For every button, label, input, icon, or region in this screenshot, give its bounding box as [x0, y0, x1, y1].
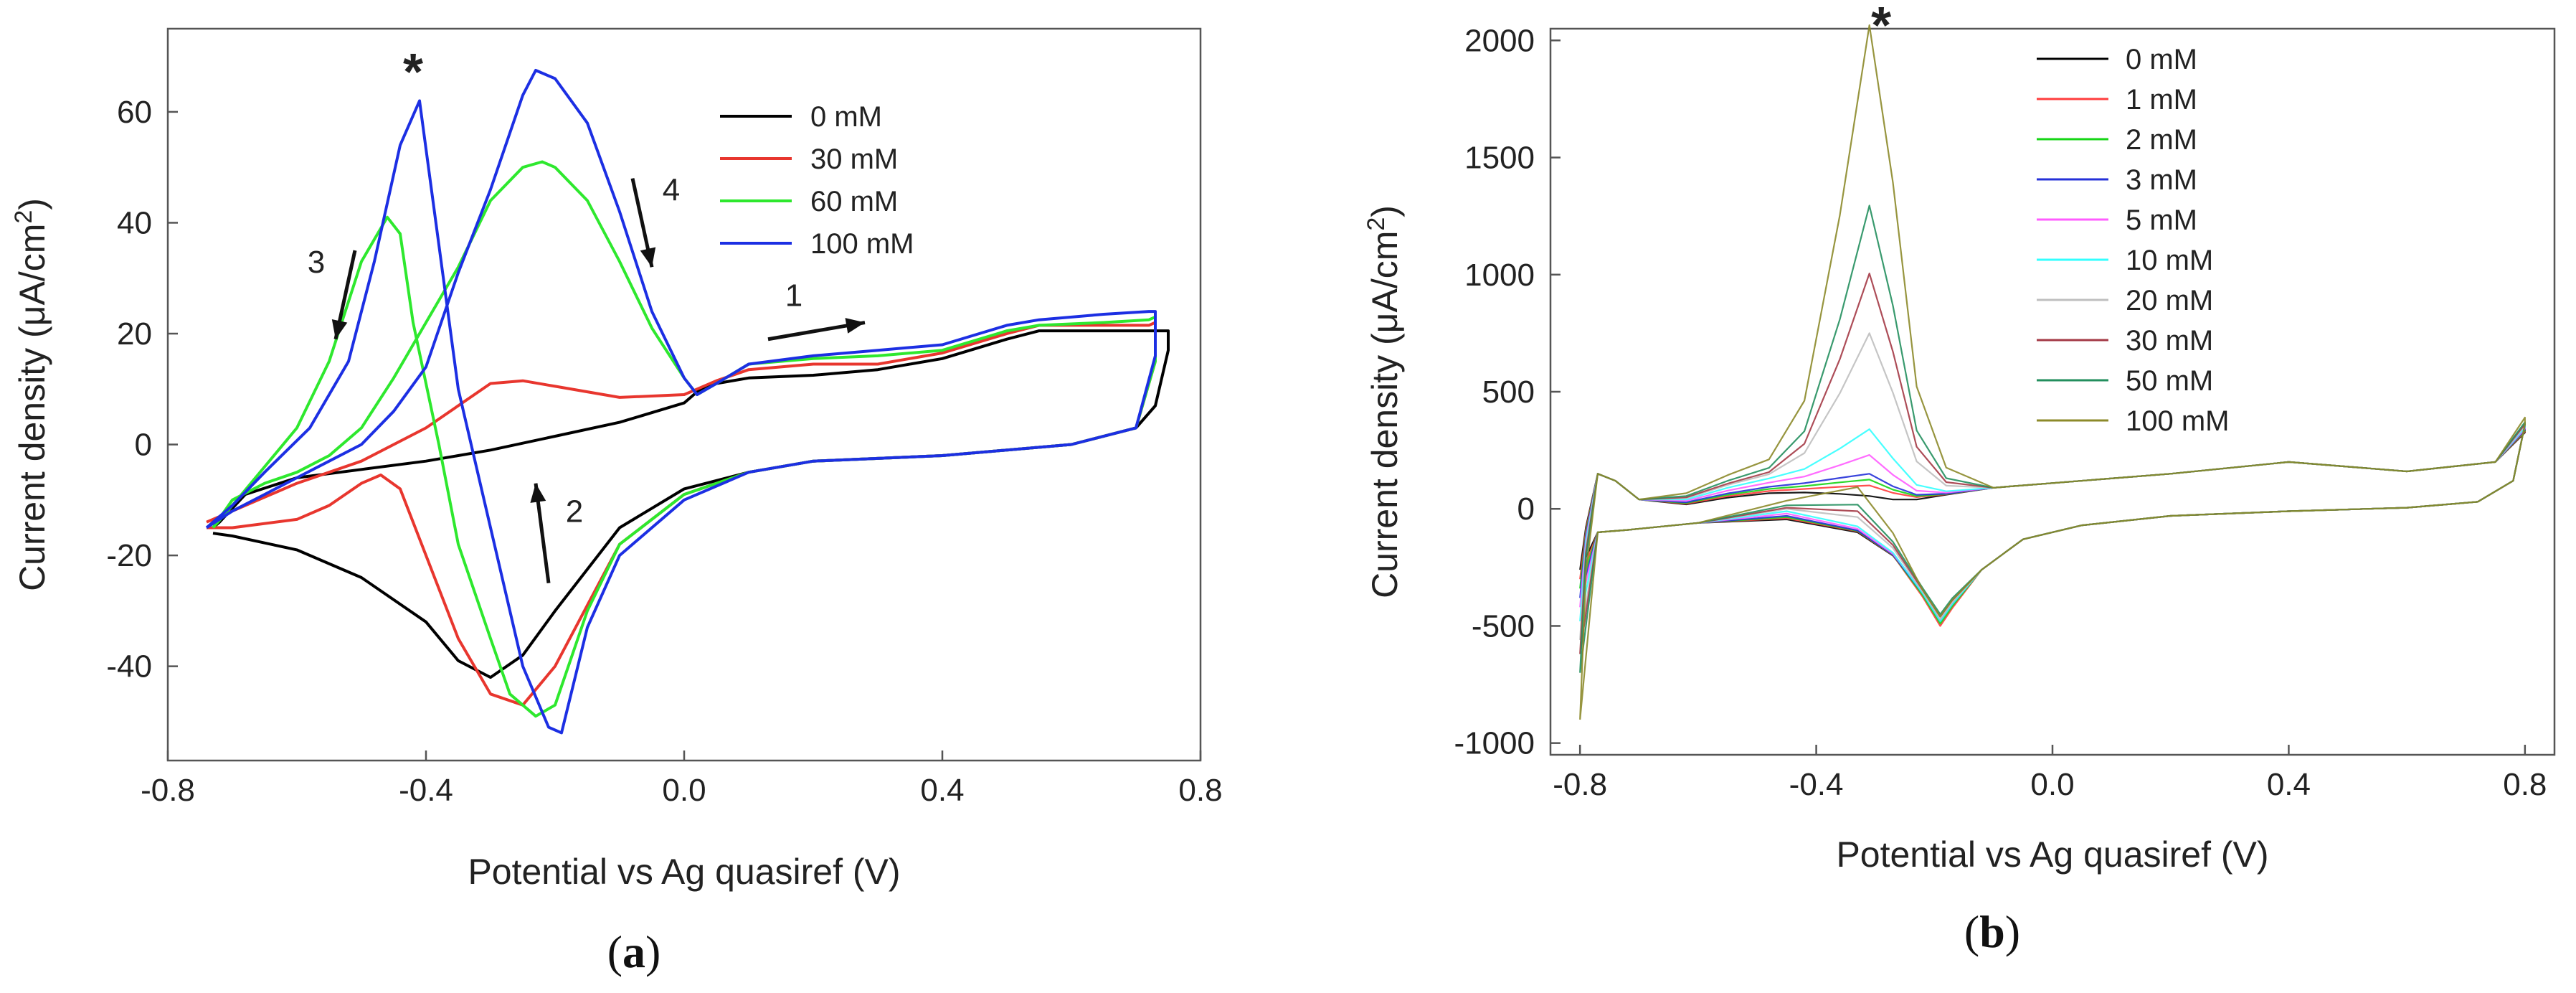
chart-panel-b: -0.8 -0.4 0.0 0.4 0.8 -1000 -500 0 500 1000 1500 20… [1363, 0, 2556, 957]
legend-label-b: 1 mM [2126, 84, 2197, 116]
y-tick-label-b: 1500 [1464, 141, 1535, 176]
y-tick-label-b: 0 [1517, 491, 1535, 527]
x-tick-label-b: 0.8 [2503, 767, 2547, 802]
legend-label-b: 50 mM [2126, 365, 2213, 397]
x-tick-label-b: -0.4 [1789, 767, 1844, 802]
series-line-b [1579, 24, 2526, 720]
y-axis-title-b: Current density (μA/cm2) [1363, 205, 1405, 598]
tick-group-b: -0.8 -0.4 0.0 0.4 0.8 -1000 -500 0 500 1000 1500 20… [1454, 23, 2547, 802]
legend-label-b: 5 mM [2126, 204, 2197, 236]
y-tick-label-b: 2000 [1464, 23, 1535, 58]
y-tick-label-a: 40 [117, 205, 152, 240]
step-arrow-head-a [331, 319, 348, 339]
x-axis-title-b: Potential vs Ag quasiref (V) [1836, 834, 2268, 875]
y-tick-label-a: -20 [106, 538, 152, 573]
y-tick-label-a: -40 [106, 649, 152, 684]
x-tick-label-b: 0.0 [2030, 767, 2074, 802]
legend-label-b: 0 mM [2126, 44, 2197, 75]
x-tick-label-b: -0.8 [1553, 767, 1607, 802]
tick-group-a: -0.8 -0.4 0.0 0.4 0.8 -40 -20 0 20 40 60 [106, 95, 1222, 808]
series-group-b [1579, 24, 2526, 720]
panel-label-a: (a) [607, 926, 661, 977]
legend-label-a: 100 mM [810, 228, 914, 260]
y-tick-label-a: 20 [117, 316, 152, 352]
legend-label-b: 10 mM [2126, 245, 2213, 276]
panel-label-b: (b) [1964, 906, 2020, 957]
series-line-b [1579, 204, 2526, 673]
legend-label-b: 3 mM [2126, 164, 2197, 196]
legend-label-b: 2 mM [2126, 124, 2197, 156]
x-tick-label-a: 0.0 [662, 773, 706, 808]
annotation-group-b: * [1871, 0, 1891, 55]
x-tick-label-b: 0.4 [2267, 767, 2311, 802]
step-arrow-head-a [845, 318, 865, 334]
series-line-a [205, 69, 1157, 735]
step-label-a: 4 [663, 173, 680, 208]
legend-a: 0 mM 30 mM 60 mM 100 mM [720, 101, 914, 260]
x-tick-label-a: -0.4 [399, 773, 453, 808]
step-label-a: 1 [785, 278, 802, 313]
step-arrow-head-a [640, 247, 656, 268]
legend-label-b: 20 mM [2126, 285, 2213, 316]
y-tick-label-b: -500 [1472, 608, 1535, 644]
peak-star-b: * [1871, 0, 1891, 55]
step-label-a: 3 [308, 245, 325, 280]
x-tick-label-a: -0.8 [141, 773, 195, 808]
legend-label-b: 100 mM [2126, 405, 2230, 437]
annotation-group-a: * 1 2 3 4 [308, 44, 866, 584]
legend-label-a: 60 mM [810, 186, 898, 217]
x-axis-title-a: Potential vs Ag quasiref (V) [468, 852, 900, 892]
series-group-a [205, 69, 1170, 735]
legend-label-b: 30 mM [2126, 325, 2213, 357]
step-label-a: 2 [566, 494, 583, 530]
x-tick-label-a: 0.4 [920, 773, 964, 808]
y-tick-label-a: 0 [135, 428, 152, 463]
chart-panel-a: -0.8 -0.4 0.0 0.4 0.8 -40 -20 0 20 40 60 * 1 2 3 4 0 m… [10, 27, 1223, 977]
y-tick-label-a: 60 [117, 95, 152, 130]
legend-label-a: 30 mM [810, 143, 898, 175]
y-tick-label-b: -1000 [1454, 726, 1535, 761]
peak-star-a: * [403, 44, 423, 101]
y-axis-title-a: Current density (μA/cm2) [10, 198, 52, 591]
x-tick-label-a: 0.8 [1178, 773, 1222, 808]
y-tick-label-b: 1000 [1464, 258, 1535, 293]
plot-area-b [1549, 27, 2556, 756]
legend-b: 0 mM 1 mM 2 mM 3 mM 5 mM 10 mM 20 mM 30 mM 50 mM… [2037, 44, 2230, 437]
y-tick-label-b: 500 [1482, 375, 1535, 410]
step-arrow-head-a [530, 483, 546, 503]
legend-label-a: 0 mM [810, 101, 882, 133]
